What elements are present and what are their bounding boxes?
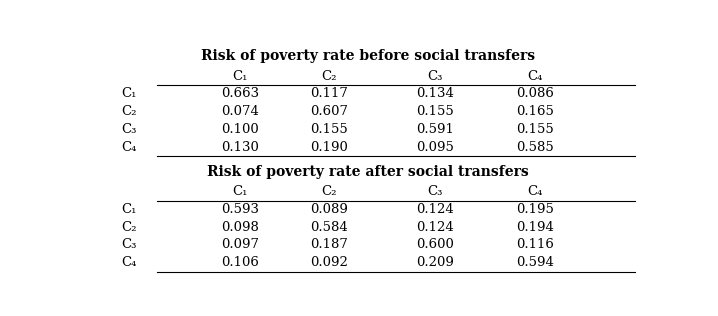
- Text: 0.190: 0.190: [310, 141, 348, 154]
- Text: 0.591: 0.591: [416, 123, 454, 136]
- Text: C₂: C₂: [121, 105, 136, 118]
- Text: 0.600: 0.600: [416, 239, 454, 252]
- Text: 0.092: 0.092: [310, 256, 348, 269]
- Text: C₃: C₃: [121, 123, 136, 136]
- Text: Risk of poverty rate after social transfers: Risk of poverty rate after social transf…: [207, 165, 529, 179]
- Text: 0.086: 0.086: [516, 88, 554, 100]
- Text: 0.097: 0.097: [221, 239, 259, 252]
- Text: C₃: C₃: [427, 185, 442, 198]
- Text: C₁: C₁: [233, 70, 248, 83]
- Text: 0.194: 0.194: [516, 221, 554, 234]
- Text: 0.098: 0.098: [221, 221, 259, 234]
- Text: C₃: C₃: [121, 239, 136, 252]
- Text: 0.663: 0.663: [221, 88, 259, 100]
- Text: C₁: C₁: [121, 203, 136, 216]
- Text: 0.074: 0.074: [221, 105, 259, 118]
- Text: 0.594: 0.594: [516, 256, 554, 269]
- Text: C₄: C₄: [527, 185, 543, 198]
- Text: 0.089: 0.089: [310, 203, 348, 216]
- Text: 0.585: 0.585: [516, 141, 554, 154]
- Text: C₃: C₃: [427, 70, 442, 83]
- Text: 0.584: 0.584: [310, 221, 348, 234]
- Text: 0.187: 0.187: [310, 239, 348, 252]
- Text: C₁: C₁: [233, 185, 248, 198]
- Text: C₄: C₄: [527, 70, 543, 83]
- Text: C₂: C₂: [121, 221, 136, 234]
- Text: 0.195: 0.195: [516, 203, 554, 216]
- Text: C₂: C₂: [321, 70, 337, 83]
- Text: 0.155: 0.155: [516, 123, 554, 136]
- Text: 0.124: 0.124: [416, 221, 454, 234]
- Text: 0.095: 0.095: [416, 141, 454, 154]
- Text: C₄: C₄: [121, 256, 136, 269]
- Text: 0.209: 0.209: [416, 256, 454, 269]
- Text: 0.607: 0.607: [310, 105, 348, 118]
- Text: 0.106: 0.106: [221, 256, 259, 269]
- Text: C₂: C₂: [321, 185, 337, 198]
- Text: 0.155: 0.155: [416, 105, 454, 118]
- Text: 0.124: 0.124: [416, 203, 454, 216]
- Text: 0.100: 0.100: [221, 123, 259, 136]
- Text: 0.155: 0.155: [310, 123, 348, 136]
- Text: C₄: C₄: [121, 141, 136, 154]
- Text: 0.593: 0.593: [221, 203, 259, 216]
- Text: 0.134: 0.134: [416, 88, 454, 100]
- Text: 0.117: 0.117: [310, 88, 348, 100]
- Text: 0.130: 0.130: [221, 141, 259, 154]
- Text: 0.165: 0.165: [516, 105, 554, 118]
- Text: C₁: C₁: [121, 88, 136, 100]
- Text: Risk of poverty rate before social transfers: Risk of poverty rate before social trans…: [201, 49, 535, 63]
- Text: 0.116: 0.116: [516, 239, 554, 252]
